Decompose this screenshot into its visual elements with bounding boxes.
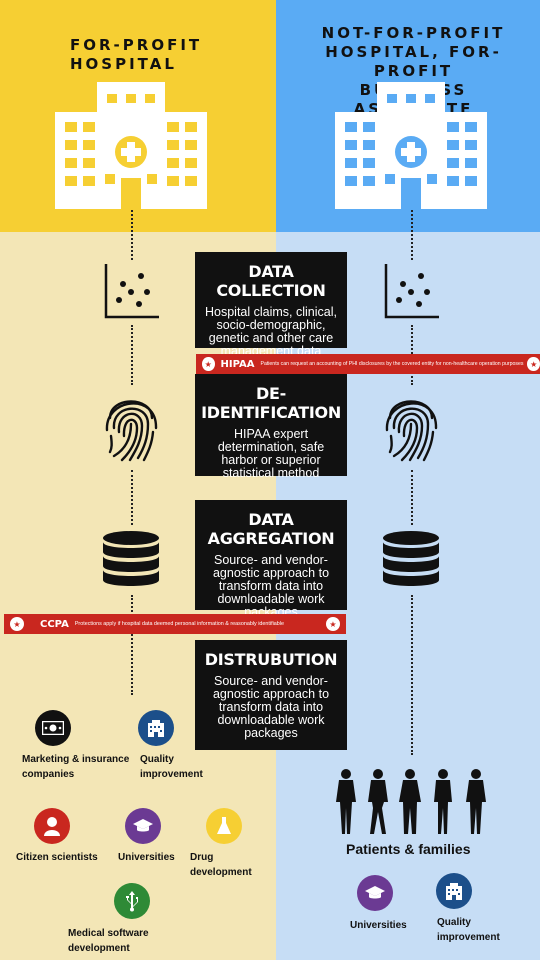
- shield-icon: ★: [326, 617, 340, 631]
- ccpa-text: Protections apply if hospital data deeme…: [74, 621, 284, 627]
- hipaa-title: HIPAA: [220, 358, 255, 370]
- step-title: DISTRUBUTION: [204, 650, 338, 669]
- step-de-identification: DE-IDENTIFICATION HIPAA expert determina…: [195, 374, 347, 480]
- fingerprint-icon: [105, 400, 158, 462]
- step-title: DE-IDENTIFICATION: [201, 384, 341, 422]
- ccpa-banner: ★ CCPA Protections apply if hospital dat…: [4, 614, 346, 634]
- recipient-label: Universities: [118, 852, 175, 863]
- recipient-label: Citizen scientists: [16, 852, 98, 863]
- step-description: HIPAA expert determination, safe harbor …: [217, 427, 325, 480]
- dotted-connector: [131, 470, 133, 525]
- shield-icon: ★: [202, 357, 215, 371]
- hospital-icon: [436, 873, 472, 909]
- dotted-connector: [131, 210, 133, 260]
- hospital-icon: [138, 710, 174, 746]
- left-header: FOR-PROFIT HOSPITAL: [70, 36, 203, 73]
- shield-icon: ★: [527, 357, 540, 371]
- person-icon: [34, 808, 70, 844]
- fingerprint-icon: [385, 400, 438, 462]
- money-icon: [35, 710, 71, 746]
- step-title: DATA COLLECTION: [216, 262, 326, 300]
- graduation-cap-icon: [125, 808, 161, 844]
- step-data-aggregation: DATA AGGREGATION Source- and vendor-agno…: [195, 500, 347, 619]
- shield-icon: ★: [10, 617, 24, 631]
- recipient-label: Marketing & insurance companies: [22, 754, 130, 780]
- step-description: Source- and vendor-agnostic approach to …: [212, 553, 330, 619]
- hipaa-banner: ★ HIPAA Patients can request an accounti…: [196, 354, 540, 374]
- graduation-cap-icon: [357, 875, 393, 911]
- hipaa-text: Patients can request an accounting of PH…: [260, 361, 524, 367]
- dotted-connector: [131, 595, 133, 695]
- scatter-plot-icon: [104, 264, 159, 319]
- step-title: DATA AGGREGATION: [207, 510, 335, 548]
- dotted-connector: [411, 210, 413, 260]
- hospital-building-icon: [335, 82, 487, 209]
- hospital-building-icon: [55, 82, 207, 209]
- recipient-label: Medical software development: [68, 928, 149, 954]
- dotted-connector: [131, 325, 133, 385]
- people-silhouettes-icon: [336, 769, 486, 834]
- scatter-plot-icon: [384, 264, 439, 319]
- usb-icon: [114, 883, 150, 919]
- dotted-connector: [411, 470, 413, 525]
- flask-icon: [206, 808, 242, 844]
- database-icon: [383, 531, 439, 586]
- recipient-label: Quality improvement: [140, 754, 203, 780]
- patients-label: Patients & families: [346, 841, 471, 857]
- dotted-connector: [411, 595, 413, 755]
- recipient-label: Universities: [350, 920, 407, 931]
- ccpa-title: CCPA: [40, 618, 69, 630]
- step-distribution: DISTRUBUTION Source- and vendor-agnostic…: [195, 640, 347, 750]
- step-description: Source- and vendor-agnostic approach to …: [212, 674, 330, 740]
- step-data-collection: DATA COLLECTION Hospital claims, clinica…: [195, 252, 347, 358]
- step-description: Hospital claims, clinical, socio-demogra…: [205, 305, 337, 358]
- database-icon: [103, 531, 159, 586]
- recipient-label: Quality improvement: [437, 917, 500, 943]
- recipient-label: Drug development: [190, 852, 252, 878]
